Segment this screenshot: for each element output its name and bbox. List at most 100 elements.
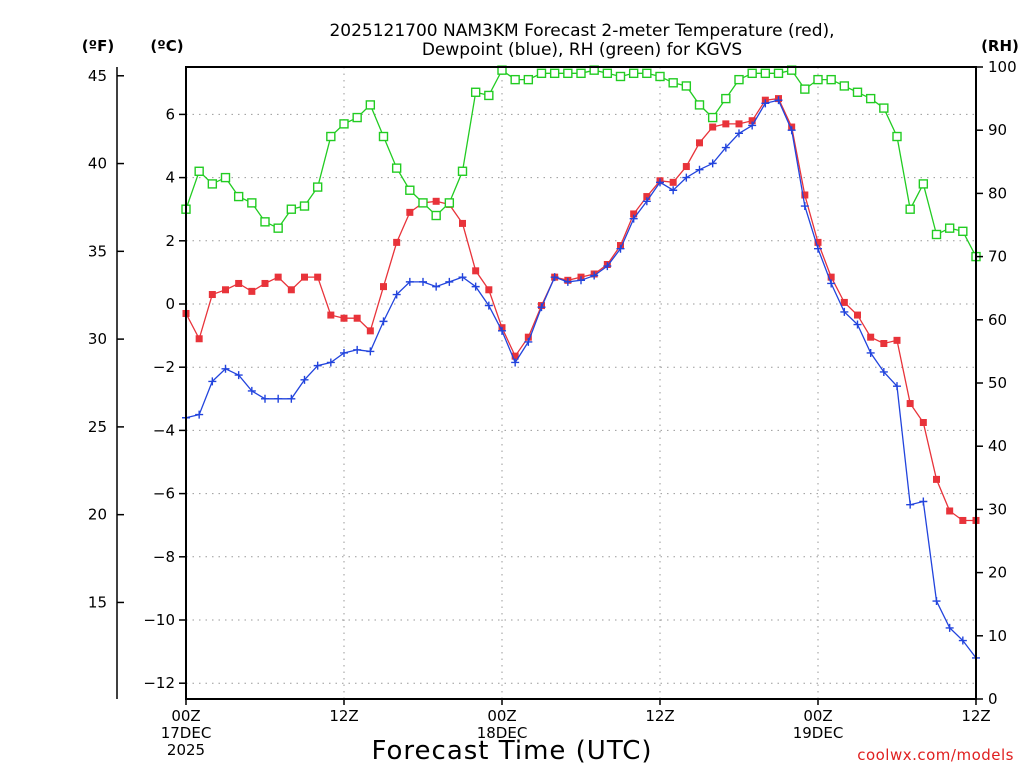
dewpoint-point xyxy=(682,173,691,182)
temperature-point xyxy=(814,238,822,246)
rh-point xyxy=(800,84,810,94)
dewpoint-point xyxy=(405,277,414,286)
rh-point xyxy=(260,217,270,227)
temperature-point xyxy=(261,279,269,287)
temperature-point xyxy=(748,117,756,125)
dewpoint-point xyxy=(866,348,875,357)
temperature-point xyxy=(524,333,532,341)
dewpoint-point xyxy=(958,636,967,645)
dewpoint-point xyxy=(708,159,717,168)
rh-line xyxy=(185,69,977,257)
dewpoint-point xyxy=(247,386,256,395)
temperature-point xyxy=(274,273,282,281)
rh-point xyxy=(694,100,705,110)
temperature-point xyxy=(222,286,229,294)
temperature-point xyxy=(353,314,361,322)
gridlines xyxy=(186,67,976,699)
rh-point xyxy=(615,71,626,82)
rh-point xyxy=(326,131,336,142)
temperature-point xyxy=(472,267,480,275)
rh-point xyxy=(958,226,968,237)
temperature-point xyxy=(696,139,703,147)
rh-point xyxy=(760,68,771,79)
rh-tick-label: 0 xyxy=(988,690,998,708)
rh-point xyxy=(431,210,441,221)
rh-point xyxy=(602,68,613,79)
rh-point xyxy=(747,68,757,79)
dewpoint-point xyxy=(524,337,533,346)
x-tick-label: 2025 xyxy=(167,741,205,759)
rh-point xyxy=(194,166,204,176)
rh-tick-label: 40 xyxy=(988,437,1007,455)
temperature-point xyxy=(867,333,875,341)
temperature-point xyxy=(511,352,519,360)
celsius-tick-label: −2 xyxy=(153,358,175,376)
celsius-tick-label: −8 xyxy=(153,548,175,566)
temperature-point xyxy=(722,120,730,128)
rh-point xyxy=(418,198,428,208)
rh-point xyxy=(405,185,415,195)
dewpoint-point xyxy=(787,126,796,135)
dewpoint-point xyxy=(616,244,625,253)
temperature-point xyxy=(327,311,335,319)
dewpoint-point xyxy=(774,96,783,105)
dewpoint-point xyxy=(800,202,809,211)
rh-point xyxy=(233,191,244,202)
credit-text: coolwx.com/models xyxy=(857,746,1014,764)
rh-point xyxy=(865,93,876,104)
rh-unit-label: (RH) xyxy=(981,37,1019,55)
chart-title-line1: 2025121700 NAM3KM Forecast 2-meter Tempe… xyxy=(329,21,834,41)
dewpoint-point xyxy=(300,375,309,384)
temperature-point xyxy=(406,208,414,216)
dewpoint-point xyxy=(563,277,572,286)
dewpoint-point xyxy=(471,282,480,291)
dewpoint-point xyxy=(221,364,230,373)
rh-tick-label: 10 xyxy=(988,627,1007,645)
fahrenheit-tick-label: 40 xyxy=(88,155,107,173)
rh-point xyxy=(365,100,376,110)
celsius-tick-label: 2 xyxy=(165,232,175,250)
temperature-point xyxy=(827,273,835,281)
rh-point xyxy=(549,68,560,79)
temperature-point xyxy=(235,279,243,287)
temperature-point xyxy=(933,475,940,483)
temperature-point xyxy=(630,210,638,218)
temperature-point xyxy=(946,507,954,515)
temperature-point xyxy=(195,335,203,343)
dewpoint-point xyxy=(827,279,836,288)
temperature-point xyxy=(432,197,440,205)
celsius-tick-label: −4 xyxy=(153,421,175,439)
temperature-point xyxy=(485,286,493,294)
dewpoint-point xyxy=(748,121,757,130)
rh-tick-label: 60 xyxy=(988,311,1007,329)
rh-point xyxy=(339,119,349,129)
dewpoint-point xyxy=(695,165,704,174)
celsius-tick-label: −6 xyxy=(153,485,175,503)
rh-point xyxy=(207,179,218,189)
dewpoint-point xyxy=(287,394,296,403)
x-axis-label: Forecast Time (UTC) xyxy=(371,736,652,766)
axes: −12−10−8−6−4−202461520253035404501020304… xyxy=(88,58,1017,759)
rh-point xyxy=(457,166,468,176)
temperature-point xyxy=(801,191,809,199)
data-series xyxy=(181,65,981,662)
dewpoint-point xyxy=(392,290,401,299)
chart-title-line2: Dewpoint (blue), RH (green) for KGVS xyxy=(422,40,742,60)
rh-point xyxy=(642,68,652,79)
fahrenheit-tick-label: 30 xyxy=(88,330,107,348)
dewpoint-point xyxy=(326,358,335,367)
dewpoint-point xyxy=(919,497,928,506)
dewpoint-point xyxy=(656,178,664,187)
rh-point xyxy=(681,81,692,91)
celsius-tick-label: 0 xyxy=(165,295,175,313)
dewpoint-point xyxy=(906,500,915,509)
rh-point xyxy=(220,172,231,183)
x-tick-label: 12Z xyxy=(645,707,674,725)
temperature-point xyxy=(906,400,914,408)
dewpoint-point xyxy=(735,129,743,138)
temperature-point xyxy=(366,327,374,335)
rh-point xyxy=(668,78,678,88)
dewpoint-point xyxy=(313,361,322,370)
temperature-line xyxy=(185,97,976,522)
